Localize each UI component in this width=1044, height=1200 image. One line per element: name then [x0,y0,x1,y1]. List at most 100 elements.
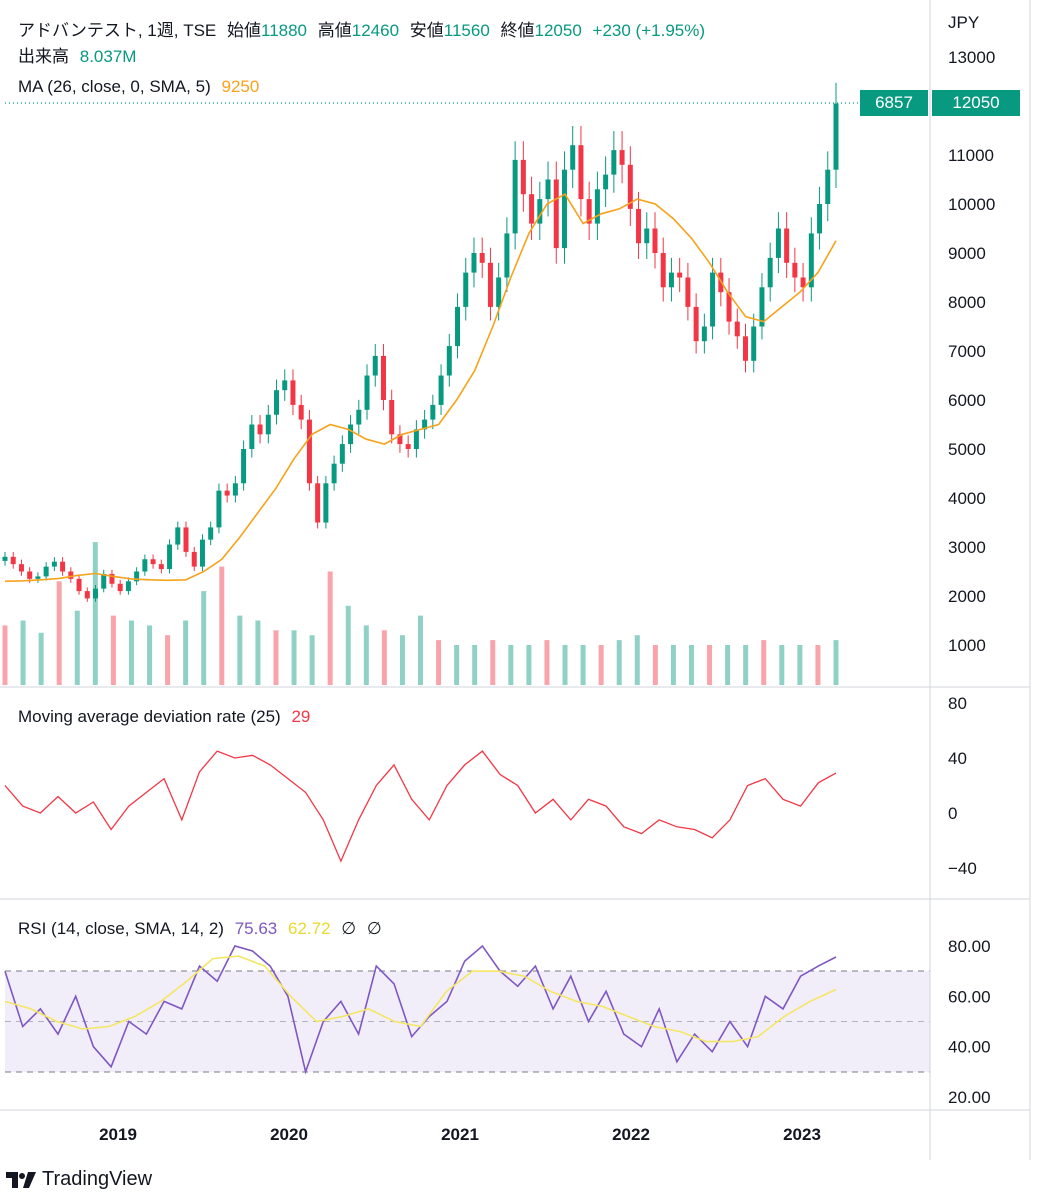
price-candle [117,579,123,595]
currency-label: JPY [948,13,979,32]
volume-bar [508,645,514,685]
price-candle [726,278,732,335]
price-candle [372,344,378,387]
price-candle [348,415,354,453]
price-candle [677,257,683,293]
price-candle [603,156,609,207]
price-candle [422,409,428,439]
price-candle [43,562,49,581]
last-price-tag: 12050 [932,90,1020,116]
price-candle [183,521,189,557]
price-candle [594,171,600,241]
price-candle [833,82,839,189]
price-candle [742,323,748,373]
volume-bar [38,632,44,685]
price-candle [274,379,280,425]
rsi-axis[interactable]: 20.00 40.00 60.00 80.00 [948,937,991,1107]
price-candles [2,82,839,602]
volume-bar [237,615,243,685]
axis-tick-label: 13000 [948,48,995,67]
volume-label[interactable]: 出来高 [18,47,69,66]
volume-bar [797,645,803,685]
price-candle [685,262,691,321]
price-candle [175,521,181,550]
price-candle [487,247,493,321]
price-candle [125,577,131,595]
price-candle [784,212,790,278]
price-candle [553,161,559,264]
volume-bar [472,645,478,685]
volume-bar [345,605,351,685]
price-candle [660,237,666,302]
price-candle [241,440,247,491]
price-candle [389,389,395,444]
ma-label[interactable]: MA (26, close, 0, SMA, 5) [18,77,211,96]
price-candle [101,569,107,593]
axis-tick-label: 1000 [948,636,986,655]
price-candle [644,212,650,259]
axis-tick-label: 7000 [948,342,986,361]
volume-bar [20,620,26,685]
volume-bar [707,645,713,685]
price-candle [701,313,707,354]
price-candle [51,557,57,572]
axis-tick-label: 11000 [948,146,994,165]
volume-bar [74,610,80,685]
symbol-legend: アドバンテスト, 1週, TSE 始値11880 高値12460 安値11560… [18,20,711,42]
volume-bar [56,581,62,685]
price-candle [257,415,263,444]
volume-bar [363,625,369,685]
price-candle [282,369,288,401]
volume-bar [291,630,297,685]
price-candle [397,425,403,453]
tradingview-brand[interactable]: TradingView [6,1168,152,1191]
volume-bar [598,645,604,685]
volume-bar [147,625,153,685]
price-candle [504,217,510,293]
time-tick-label: 2020 [270,1125,308,1144]
price-candle [216,483,222,534]
price-axis[interactable]: 1000 2000 3000 4000 5000 6000 7000 8000 9000 1000… [948,48,995,655]
tradingview-logo-icon [6,1171,36,1188]
deviation-label[interactable]: Moving average deviation rate (25) [18,707,281,726]
price-candle [775,212,781,274]
volume-bar [183,620,189,685]
volume-bar [634,635,640,685]
deviation-legend: Moving average deviation rate (25) 29 [18,706,316,728]
axis-tick-label: 40.00 [948,1038,991,1057]
last-bar-tag: 6857 [860,90,928,116]
price-candle [817,186,823,250]
price-candle [710,257,716,340]
axis-tick-label: 20.00 [948,1088,991,1107]
price-candle [413,420,419,458]
price-candle [759,273,765,340]
time-axis[interactable]: 2019 2020 2021 2022 2023 [99,1125,821,1144]
price-candle [512,141,518,250]
price-candle [2,551,8,566]
price-candle [356,399,362,434]
price-candle [290,369,296,416]
volume-bar [544,640,550,685]
axis-tick-label: −40 [948,859,977,878]
volume-bar [327,571,333,685]
deviation-line [4,750,837,863]
volume-bar [779,645,785,685]
price-candle [93,584,99,602]
price-candle [60,557,66,576]
ma-line [4,193,837,583]
deviation-axis[interactable]: −40 0 40 80 [948,694,977,878]
symbol-title[interactable]: アドバンテスト, 1週, TSE [18,21,217,40]
rsi-label[interactable]: RSI (14, close, SMA, 14, 2) [18,919,224,938]
price-candle [142,554,148,576]
change-value: +230 (+1.95%) [592,21,705,40]
volume-bar [399,635,405,685]
price-candle [232,475,238,503]
rsi-legend: RSI (14, close, SMA, 14, 2) 75.63 62.72 … [18,918,388,940]
axis-tick-label: 60.00 [948,987,991,1006]
price-candle [767,242,773,302]
price-candle [158,559,164,574]
axis-tick-label: 0 [948,804,957,823]
price-candle [364,364,370,420]
price-candle [570,125,576,189]
price-candle [339,435,345,472]
